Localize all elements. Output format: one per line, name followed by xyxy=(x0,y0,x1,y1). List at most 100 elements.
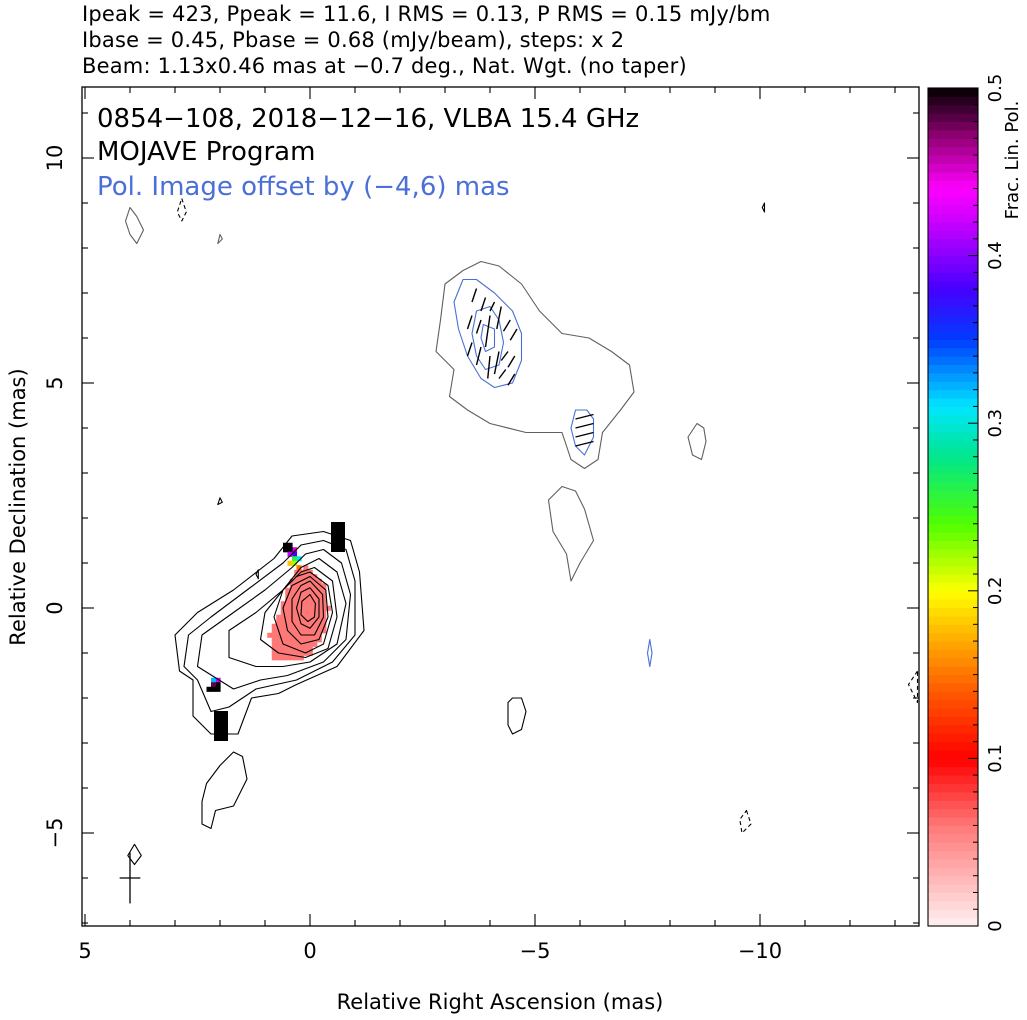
pol-pixel xyxy=(276,646,282,652)
pol-pixel xyxy=(303,610,309,616)
pol-pixel xyxy=(307,637,313,643)
ev-vector xyxy=(489,301,496,312)
core-contour xyxy=(183,539,356,713)
colorbar-segment xyxy=(928,180,978,190)
colorbar-tick-label: 0 xyxy=(985,920,1006,931)
colorbar-segment xyxy=(928,674,978,684)
colorbar-segment xyxy=(928,867,978,877)
pol-pixel xyxy=(316,592,322,598)
pol-pixel xyxy=(292,556,298,562)
colorbar-segment xyxy=(928,557,978,567)
offset_I-contour xyxy=(687,422,707,461)
pol-pixel xyxy=(294,601,300,607)
colorbar-segment xyxy=(928,808,978,818)
pol-pixel xyxy=(280,655,286,661)
colorbar-segment xyxy=(928,347,978,357)
pol-pixel xyxy=(307,650,313,656)
pol-pixel xyxy=(325,605,331,611)
colorbar-segment xyxy=(928,733,978,743)
colorbar-segment xyxy=(928,490,978,500)
colorbar-segment xyxy=(928,750,978,759)
pol-pixel xyxy=(312,574,318,580)
pol-pixel xyxy=(280,628,286,634)
pol-pixel xyxy=(280,619,286,625)
colorbar-segment xyxy=(928,113,978,123)
core-contour xyxy=(300,593,316,623)
colorbar-segment xyxy=(928,817,978,826)
core-contour xyxy=(282,575,329,645)
ev-vector xyxy=(507,373,516,386)
colorbar-segment xyxy=(928,892,978,902)
program-annotation: MOJAVE Program xyxy=(97,137,315,167)
ev-vector xyxy=(475,346,482,366)
pol-pixel xyxy=(267,632,273,638)
colorbar-segment xyxy=(928,666,978,676)
pol-pixel xyxy=(296,556,302,562)
pol-pixel xyxy=(303,565,309,571)
pol-pixel xyxy=(303,574,309,580)
pol-pixel xyxy=(307,583,313,589)
x-tick-label: −5 xyxy=(520,939,551,963)
ev-vector xyxy=(500,351,509,361)
pol-pixel xyxy=(303,614,309,620)
colorbar-segment xyxy=(928,331,978,340)
pol-pixel xyxy=(312,637,318,643)
colorbar-segment xyxy=(928,708,978,717)
ev-vector xyxy=(471,288,478,303)
pol-pixel xyxy=(294,596,300,602)
colorbar-segment xyxy=(928,96,978,106)
pol-pixel xyxy=(276,655,282,661)
colorbar-segment xyxy=(928,624,978,634)
colorbar-segment xyxy=(928,381,978,391)
colorbar-segment xyxy=(928,213,978,223)
colorbar-segment xyxy=(928,481,978,491)
colorbar-segment xyxy=(928,724,978,734)
pol-pixel xyxy=(271,628,277,634)
pol-pixel xyxy=(292,551,298,557)
pol-pixel xyxy=(296,565,302,571)
pol-pixel xyxy=(283,547,289,553)
pol-pixel xyxy=(316,632,322,638)
pol-pixel xyxy=(294,641,300,647)
pol-pixel xyxy=(298,628,304,634)
colorbar-segment xyxy=(928,263,978,273)
pol-contour xyxy=(570,409,595,456)
colorbar-segment xyxy=(928,507,978,516)
pol-pixel xyxy=(303,637,309,643)
pol-pixel xyxy=(271,646,277,652)
pol-pixel xyxy=(294,587,300,593)
colorbar-segment xyxy=(928,917,978,927)
pol-pixel xyxy=(298,596,304,602)
pol-pixel xyxy=(289,641,295,647)
pol-pixel xyxy=(285,637,291,643)
pol-pixel xyxy=(307,614,313,620)
pol-pixel xyxy=(307,628,313,634)
colorbar-segment xyxy=(928,615,978,625)
pol-pixel xyxy=(303,569,309,575)
core-contour xyxy=(174,530,365,735)
ev-vector xyxy=(480,297,487,312)
pol-pixel xyxy=(312,596,318,602)
colorbar-segment xyxy=(928,255,978,265)
colorbar-segment xyxy=(928,825,978,835)
y-tick-label: 0 xyxy=(43,601,67,614)
pol-pixel xyxy=(298,592,304,598)
pol-pixel xyxy=(312,623,318,629)
pol-pixel xyxy=(312,628,318,634)
pol-pixel xyxy=(298,574,304,580)
pol-pixel xyxy=(298,655,304,661)
colorbar-segment xyxy=(928,532,978,542)
ev-vector xyxy=(509,328,518,341)
pol-pixel xyxy=(321,628,327,634)
pol-pixel xyxy=(285,646,291,652)
pol-pixel xyxy=(312,601,318,607)
pol-pixel xyxy=(294,619,300,625)
colorbar-tick-label: 0.2 xyxy=(985,576,1006,605)
ev-vector xyxy=(575,431,594,438)
colorbar-segment xyxy=(928,364,978,374)
pol-pixel xyxy=(307,601,313,607)
pol-pixel xyxy=(285,623,291,629)
header-line-3: Beam: 1.13x0.46 mas at −0.7 deg., Nat. W… xyxy=(82,54,687,78)
pol-pixel xyxy=(303,641,309,647)
pol-pixel xyxy=(316,628,322,634)
